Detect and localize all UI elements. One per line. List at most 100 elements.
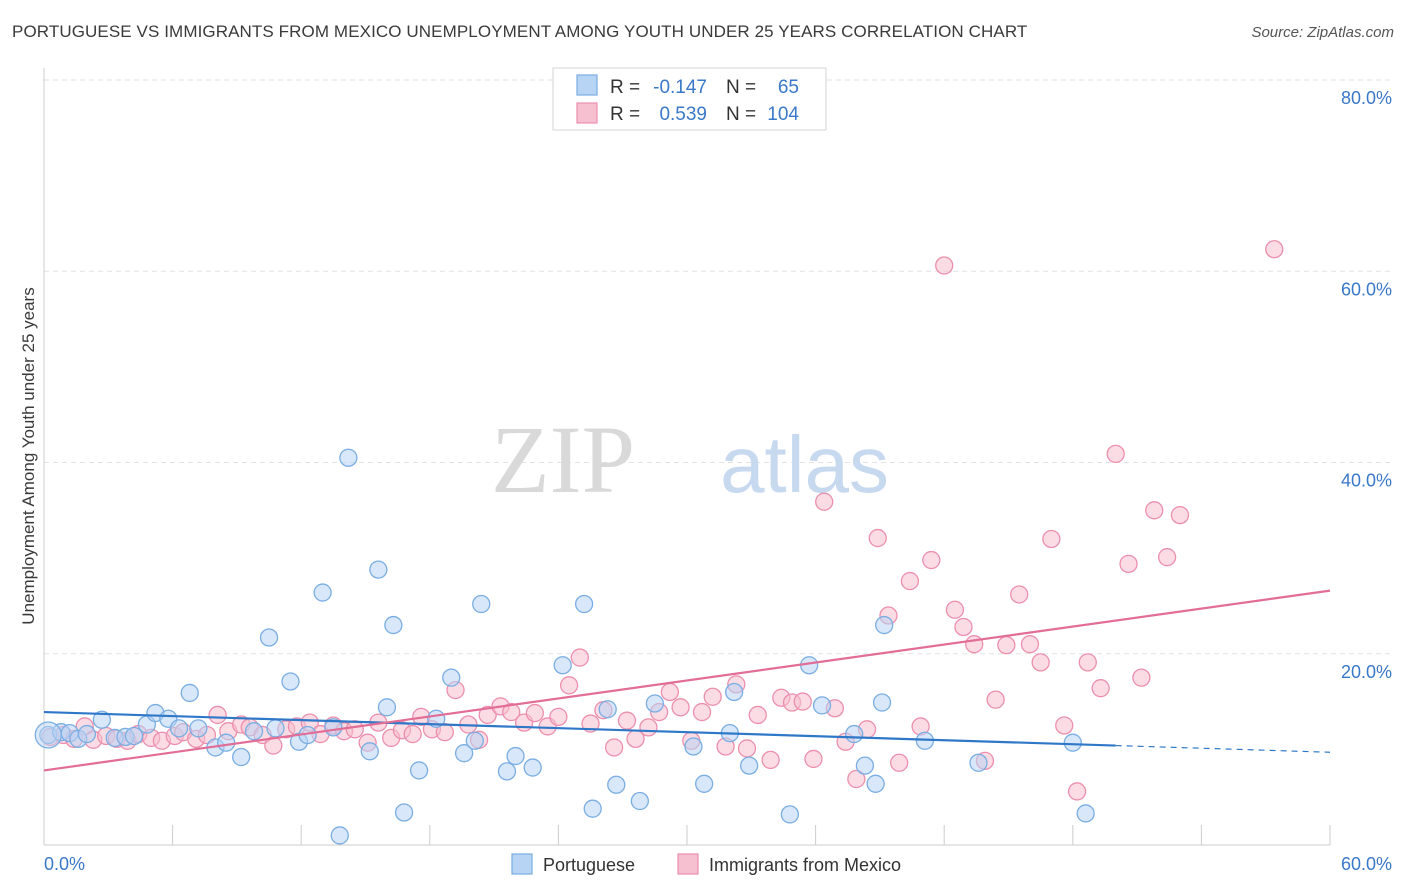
portuguese-point bbox=[866, 774, 885, 793]
legend-n-value-2: 104 bbox=[767, 104, 799, 125]
mexico-point bbox=[793, 692, 812, 711]
mexico-point bbox=[570, 648, 589, 667]
portuguese-point bbox=[845, 724, 864, 744]
mexico-point bbox=[890, 753, 909, 772]
portuguese-point bbox=[180, 683, 199, 703]
mexico-point bbox=[502, 702, 521, 722]
portuguese-point bbox=[523, 758, 542, 777]
portuguese-point bbox=[855, 756, 875, 775]
portuguese-point bbox=[574, 594, 594, 614]
mexico-point bbox=[1031, 653, 1050, 672]
mexico-point bbox=[954, 617, 973, 637]
legend-r-label-2: R = bbox=[610, 104, 640, 125]
y-tick-label: 60.0% bbox=[1341, 279, 1392, 299]
mexico-point bbox=[692, 702, 712, 722]
mexico-point bbox=[208, 705, 227, 725]
mexico-point bbox=[922, 550, 941, 570]
mexico-point bbox=[748, 705, 767, 725]
series-portuguese-points bbox=[34, 448, 1095, 845]
portuguese-point bbox=[725, 682, 744, 702]
portuguese-point bbox=[740, 756, 759, 775]
mexico-point bbox=[604, 738, 624, 757]
mexico-point bbox=[935, 256, 954, 275]
mexico-point bbox=[617, 711, 637, 730]
mexico-point bbox=[1145, 501, 1164, 520]
mexico-point bbox=[671, 698, 690, 717]
portuguese-point bbox=[553, 656, 572, 675]
portuguese-point bbox=[583, 799, 602, 818]
mexico-point bbox=[847, 769, 866, 789]
portuguese-point bbox=[313, 583, 332, 602]
portuguese-point bbox=[232, 747, 251, 767]
portuguese-point bbox=[694, 774, 714, 793]
portuguese-point bbox=[409, 761, 429, 780]
mexico-point bbox=[345, 720, 364, 739]
chart-title: PORTUGUESE VS IMMIGRANTS FROM MEXICO UNE… bbox=[12, 22, 1028, 41]
portuguese-point bbox=[377, 698, 397, 717]
y-tick-label: 40.0% bbox=[1341, 471, 1392, 491]
portuguese-point bbox=[442, 668, 461, 687]
portuguese-point bbox=[780, 805, 800, 824]
mexico-point bbox=[1265, 240, 1284, 259]
mexico-point bbox=[1157, 548, 1177, 567]
portuguese-point bbox=[969, 753, 988, 772]
mexico-point bbox=[1067, 782, 1087, 801]
portuguese-point bbox=[506, 746, 525, 766]
mexico-point bbox=[478, 705, 497, 725]
portuguese-point bbox=[454, 744, 474, 763]
mexico-point bbox=[868, 528, 887, 548]
portuguese-point bbox=[281, 672, 300, 691]
mexico-point bbox=[1106, 444, 1125, 464]
trend-line-portuguese-extension bbox=[1115, 744, 1331, 753]
legend-swatch-portuguese bbox=[576, 74, 598, 96]
portuguese-point bbox=[645, 694, 664, 713]
y-tick-label: 20.0% bbox=[1341, 662, 1392, 682]
portuguese-point bbox=[872, 693, 892, 712]
source-label: Source: ZipAtlas.com bbox=[1251, 24, 1394, 41]
mexico-point bbox=[737, 739, 757, 758]
mexico-point bbox=[1132, 668, 1151, 687]
trend-line-mexico bbox=[43, 589, 1331, 772]
portuguese-point bbox=[217, 733, 236, 752]
mexico-point bbox=[639, 718, 658, 737]
mexico-point bbox=[1055, 716, 1074, 735]
portuguese-point bbox=[369, 560, 388, 579]
legend-n-label-1: N = bbox=[726, 77, 756, 98]
portuguese-point bbox=[259, 628, 279, 647]
mexico-point bbox=[986, 690, 1005, 709]
portuguese-point bbox=[630, 791, 649, 811]
portuguese-point bbox=[1076, 804, 1095, 823]
y-tick-labels: 20.0% 40.0% 60.0% 80.0% bbox=[1341, 88, 1392, 682]
mexico-point bbox=[525, 703, 544, 723]
portuguese-point bbox=[394, 803, 414, 822]
portuguese-point-large bbox=[34, 721, 62, 749]
portuguese-point bbox=[77, 724, 97, 744]
x-tick-label-max: 60.0% bbox=[1341, 854, 1392, 874]
mexico-point bbox=[761, 750, 780, 770]
mexico-point bbox=[997, 635, 1016, 655]
portuguese-point bbox=[684, 737, 703, 756]
portuguese-point bbox=[189, 719, 208, 738]
gridlines bbox=[44, 79, 1392, 655]
mexico-point bbox=[804, 749, 823, 769]
mexico-point bbox=[1119, 554, 1138, 574]
portuguese-point bbox=[384, 615, 403, 635]
mexico-point bbox=[559, 676, 579, 695]
portuguese-point bbox=[244, 722, 264, 741]
y-axis-title: Unemployment Among Youth under 25 years bbox=[19, 287, 38, 624]
mexico-point bbox=[1078, 653, 1097, 672]
legend-swatch-mexico bbox=[576, 102, 598, 124]
mexico-point bbox=[549, 707, 568, 727]
legend-n-value-1: 65 bbox=[778, 77, 799, 98]
mexico-point bbox=[1170, 505, 1190, 525]
mexico-point bbox=[1091, 679, 1110, 698]
mexico-point bbox=[965, 635, 984, 654]
portuguese-point bbox=[266, 719, 285, 738]
mexico-point bbox=[1010, 585, 1029, 604]
trend-line-portuguese bbox=[43, 710, 1116, 747]
x-tick-label-min: 0.0% bbox=[44, 854, 85, 874]
portuguese-point bbox=[598, 700, 617, 719]
series-immigrants-from-mexico-points bbox=[41, 240, 1284, 801]
trend-lines bbox=[43, 589, 1331, 772]
